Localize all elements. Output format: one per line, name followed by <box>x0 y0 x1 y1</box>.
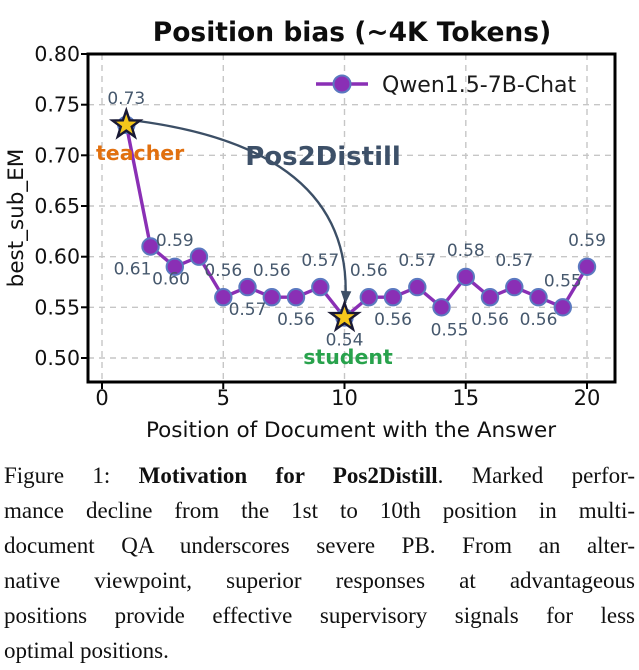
student-star <box>327 299 362 333</box>
point-value-label: 0.55 <box>544 271 582 291</box>
point-value-label: 0.60 <box>152 270 190 290</box>
point-value-label: 0.56 <box>374 310 412 330</box>
data-point <box>529 288 548 307</box>
data-point <box>214 288 233 307</box>
x-tick-label: 10 <box>331 386 358 410</box>
x-axis-label: Position of Document with the Answer <box>146 418 556 443</box>
data-point <box>311 277 330 297</box>
point-value-label: 0.56 <box>350 261 388 281</box>
data-point <box>432 298 451 317</box>
arrow-head <box>340 290 352 304</box>
data-point <box>408 277 427 297</box>
point-value-label: 0.56 <box>277 310 315 330</box>
legend-marker-swatch <box>332 74 352 94</box>
point-value-label: 0.61 <box>114 260 152 280</box>
data-point <box>286 288 306 307</box>
point-value-label: 0.57 <box>495 251 533 271</box>
point-value-label: 0.57 <box>229 300 267 320</box>
chart-title: Position bias (~4K Tokens) <box>153 17 551 48</box>
caption-text: positions provide effective supervisory … <box>4 603 635 628</box>
arrow-curve <box>137 119 347 304</box>
data-point <box>141 237 160 256</box>
point-value-label: 0.55 <box>431 320 469 340</box>
point-value-label: 0.58 <box>447 241 485 261</box>
caption-line: mance decline from the 1st to 10th posit… <box>4 493 635 528</box>
chart-canvas: 0.730.610.590.60 0.560.570.560.560.570.54… <box>4 17 617 443</box>
data-point <box>456 267 475 287</box>
y-axis-label: best_sub_EM <box>4 149 29 288</box>
y-tick-label: 0.70 <box>34 143 80 167</box>
caption-text: . Marked perfor- <box>437 463 635 488</box>
pos2distill-label: Pos2Distill <box>245 142 401 172</box>
legend-label: Qwen1.5-7B-Chat <box>382 73 577 98</box>
figure-caption: Figure 1: Motivation for Pos2Distill. Ma… <box>4 458 635 668</box>
point-value-label: 0.56 <box>520 310 558 330</box>
pos2distill-arrow <box>137 119 352 304</box>
legend: Qwen1.5-7B-Chat <box>316 73 577 98</box>
caption-text: native viewpoint, superior responses at … <box>4 568 635 593</box>
point-value-label: 0.56 <box>204 261 242 281</box>
point-value-label: 0.54 <box>326 331 364 351</box>
caption-line: document QA underscores severe PB. From … <box>4 528 635 563</box>
axis-ticks <box>81 53 588 389</box>
data-point <box>262 288 281 307</box>
x-tick-label: 0 <box>95 386 108 410</box>
caption-text: optimal positions. <box>4 638 169 663</box>
data-point <box>238 277 257 297</box>
data-point <box>553 298 572 317</box>
point-value-labels: 0.730.610.590.60 0.560.570.560.560.570.54… <box>107 89 606 351</box>
caption-line: native viewpoint, superior responses at … <box>4 563 635 598</box>
caption-text: Figure 1: <box>4 463 139 488</box>
data-point <box>577 257 597 276</box>
data-point <box>505 277 524 297</box>
y-tick-label: 0.80 <box>34 42 80 66</box>
plot-border <box>86 52 617 384</box>
data-point <box>189 247 209 266</box>
caption-line: optimal positions. <box>4 633 635 668</box>
point-value-label: 0.56 <box>471 310 509 330</box>
star-markers <box>108 106 362 333</box>
y-tick-label: 0.75 <box>34 93 80 117</box>
data-series <box>117 115 597 327</box>
data-point <box>383 288 403 307</box>
axis-tick-labels: 0 5 10 15 20 0.50 0.55 0.60 0.65 0.70 0.75 0.80 <box>34 42 600 410</box>
point-value-label: 0.59 <box>568 231 606 251</box>
point-value-label: 0.56 <box>253 261 291 281</box>
caption-bold-text: Motivation for Pos2Distill <box>138 463 438 488</box>
data-point <box>480 288 500 307</box>
teacher-star <box>108 106 144 140</box>
data-point <box>165 257 185 276</box>
caption-line: Figure 1: Motivation for Pos2Distill. Ma… <box>4 458 635 493</box>
data-point <box>359 288 378 307</box>
x-tick-label: 15 <box>452 386 479 410</box>
point-value-label: 0.57 <box>301 251 339 271</box>
y-tick-label: 0.50 <box>34 346 80 370</box>
point-value-label: 0.73 <box>107 89 145 109</box>
caption-text: mance decline from the 1st to 10th posit… <box>4 498 635 523</box>
point-value-label: 0.57 <box>398 251 436 271</box>
caption-line: positions provide effective supervisory … <box>4 598 635 633</box>
student-label: student <box>303 345 393 369</box>
x-tick-label: 5 <box>217 386 230 410</box>
y-tick-label: 0.65 <box>34 194 80 218</box>
point-value-label: 0.59 <box>156 231 194 251</box>
x-tick-label: 20 <box>574 386 601 410</box>
teacher-label: teacher <box>96 141 185 165</box>
y-tick-label: 0.60 <box>34 245 80 269</box>
caption-text: document QA underscores severe PB. From … <box>4 533 635 558</box>
y-tick-label: 0.55 <box>34 295 80 319</box>
